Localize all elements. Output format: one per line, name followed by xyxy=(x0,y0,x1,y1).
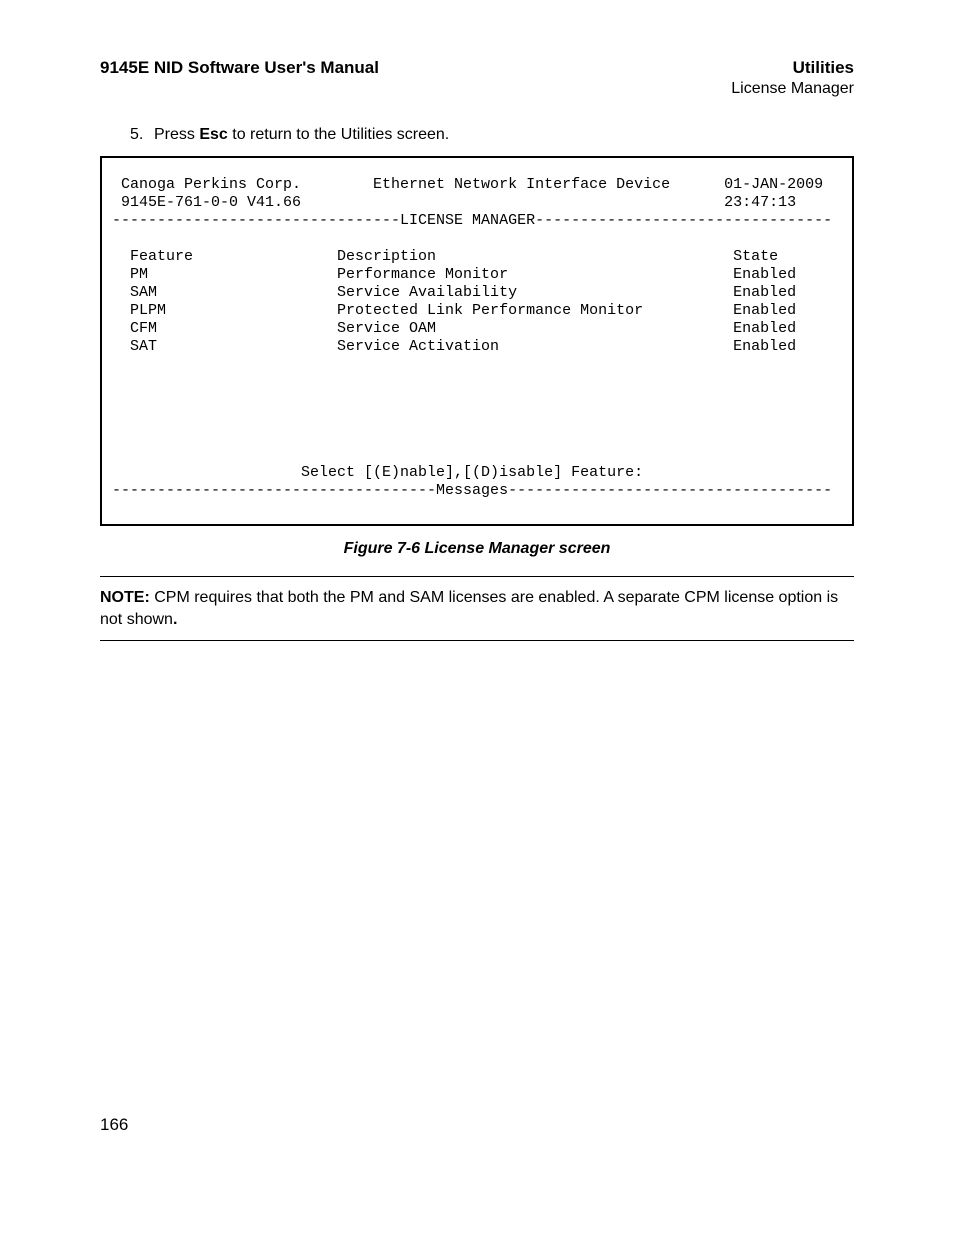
terminal-screen: Canoga Perkins Corp. Ethernet Network In… xyxy=(100,156,854,526)
instruction-step: 5.Press Esc to return to the Utilities s… xyxy=(130,126,854,144)
section-title: Utilities xyxy=(731,58,854,78)
note-block: NOTE: CPM requires that both the PM and … xyxy=(100,576,854,641)
subsection-title: License Manager xyxy=(731,80,854,98)
header-right: Utilities License Manager xyxy=(731,58,854,98)
page-header: 9145E NID Software User's Manual Utiliti… xyxy=(100,58,854,98)
manual-title: 9145E NID Software User's Manual xyxy=(100,58,379,78)
step-suffix: to return to the Utilities screen. xyxy=(228,126,449,143)
note-label: NOTE: xyxy=(100,589,150,606)
note-text: CPM requires that both the PM and SAM li… xyxy=(100,589,838,628)
page-number: 166 xyxy=(100,1115,128,1135)
step-prefix: Press xyxy=(154,126,199,143)
step-number: 5. xyxy=(130,126,154,144)
note-period: . xyxy=(173,611,177,628)
step-key: Esc xyxy=(199,126,227,143)
figure-caption: Figure 7-6 License Manager screen xyxy=(100,540,854,558)
